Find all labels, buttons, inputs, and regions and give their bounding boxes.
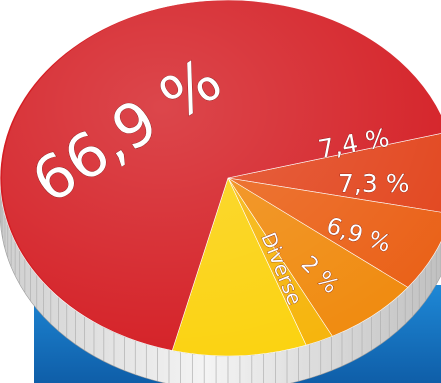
pie-shine — [2, 0, 441, 356]
pie-side-ribs — [0, 187, 441, 383]
slice-label-7-3: 7,3 % — [338, 169, 409, 198]
